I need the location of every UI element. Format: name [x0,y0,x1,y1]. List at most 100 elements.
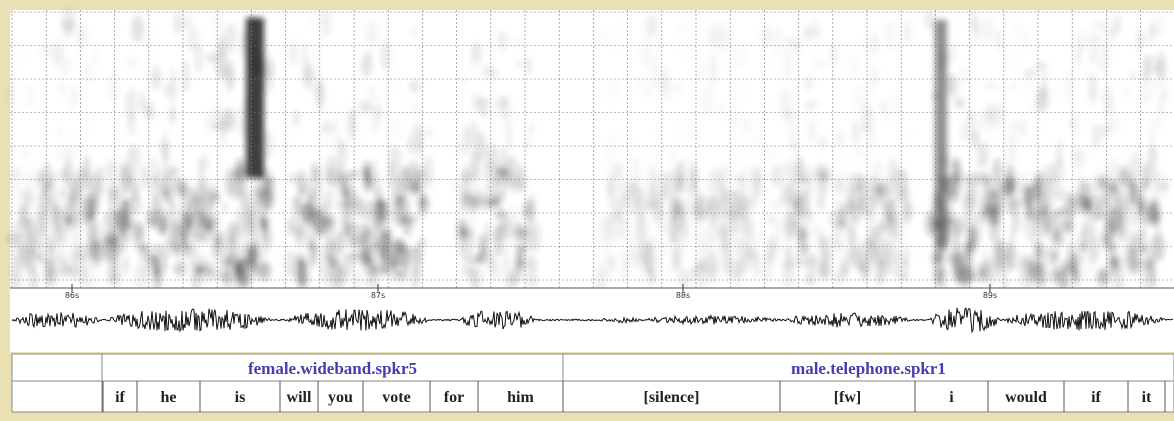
energy [604,231,608,258]
energy [820,242,826,253]
energy [790,38,801,50]
energy [27,83,33,107]
energy [677,122,684,144]
energy [995,181,1005,213]
energy [289,41,298,64]
energy [948,250,956,263]
energy [838,230,845,248]
energy [853,246,866,271]
energy [746,244,751,270]
energy [329,238,338,255]
energy [739,83,751,101]
energy [516,59,523,69]
energy [1112,181,1118,214]
energy [949,236,953,247]
energy [639,226,649,238]
word-label: it [1142,389,1152,406]
energy [1051,267,1061,283]
energy [373,122,378,132]
energy [394,238,403,244]
energy [335,130,343,146]
energy [770,200,775,211]
energy [870,194,882,207]
energy [412,248,419,259]
word-label: he [161,389,177,406]
energy [411,123,422,157]
energy [16,38,27,69]
energy [1105,100,1118,133]
energy [56,224,64,245]
energy [975,19,980,44]
energy [1141,180,1147,189]
energy [471,41,482,64]
word-label: vote [382,389,410,406]
energy [150,25,160,57]
energy [371,266,378,275]
energy [652,56,658,88]
energy [144,249,150,279]
energy [226,236,237,250]
energy [132,15,144,43]
energy [410,181,422,195]
energy [632,134,639,156]
energy [806,229,819,237]
energy [457,142,463,159]
energy [59,83,65,95]
energy [1039,81,1053,91]
energy [950,43,956,64]
energy [145,41,150,48]
energy [623,252,627,270]
energy [224,103,232,121]
energy [222,202,227,214]
energy [1105,235,1117,253]
energy [1096,271,1105,280]
energy [128,170,134,189]
energy [161,243,167,273]
energy [1070,252,1075,270]
energy [386,164,397,175]
energy [1096,190,1107,199]
energy [976,111,986,132]
energy [303,66,314,91]
energy [415,265,419,290]
energy [697,229,704,255]
energy [1072,148,1086,170]
word-label: him [507,389,534,406]
energy [743,115,749,131]
energy [123,213,128,220]
energy [246,18,264,178]
energy [782,159,792,175]
energy [492,261,503,283]
energy [608,80,617,106]
energy [1088,73,1097,104]
energy [832,73,839,83]
energy [895,113,900,146]
energy [749,232,757,242]
energy [954,98,965,108]
energy [775,26,783,58]
energy [183,60,189,93]
energy [886,29,895,53]
energy [488,36,494,68]
energy [252,189,262,210]
energy [735,47,744,67]
energy [296,219,304,247]
energy [1048,212,1060,242]
energy [469,222,475,253]
energy [348,177,354,191]
energy [1149,121,1155,155]
energy [1093,203,1103,209]
energy [1024,70,1036,77]
energy [400,88,410,120]
energy [788,141,799,151]
energy [111,191,120,208]
energy [768,170,774,186]
energy [805,271,815,286]
energy [1039,119,1048,130]
energy [127,89,136,121]
energy [1088,33,1101,52]
energy [325,188,334,211]
energy [1138,192,1144,213]
energy [785,38,791,45]
energy [380,200,391,222]
